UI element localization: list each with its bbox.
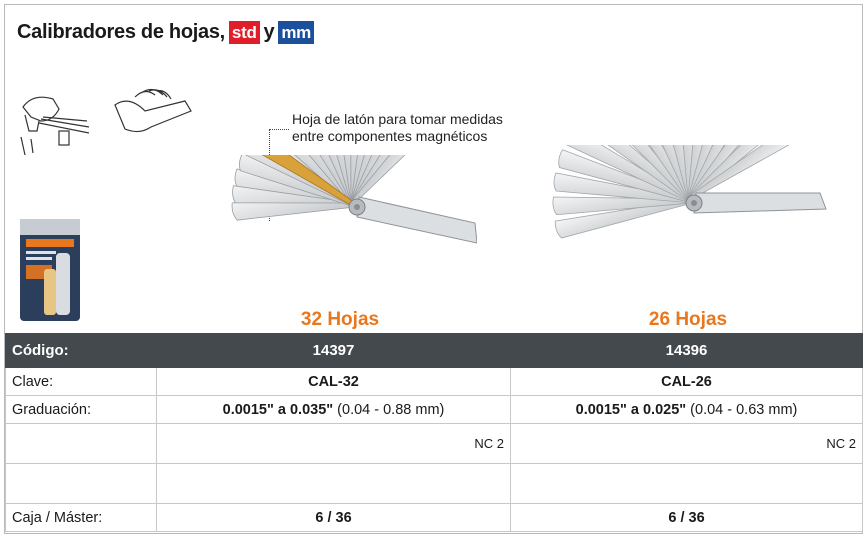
codigo-label: Código: xyxy=(5,333,157,368)
empty-cell xyxy=(5,463,157,504)
graduacion-label: Graduación: xyxy=(5,395,157,424)
clave-cal-26: CAL-26 xyxy=(510,367,863,396)
graduacion-cal-26: 0.0015" a 0.025" (0.04 - 0.63 mm) xyxy=(510,395,863,424)
caja-cal-26: 6 / 36 xyxy=(510,503,863,532)
callout-line-1: Hoja de latón para tomar medidas xyxy=(292,111,503,127)
graduacion-cal-26-mm: (0.04 - 0.63 mm) xyxy=(686,401,798,418)
graduacion-cal-32: 0.0015" a 0.035" (0.04 - 0.88 mm) xyxy=(156,395,511,424)
nc-cal-26: NC 2 xyxy=(510,423,863,464)
codigo-14396: 14396 xyxy=(510,333,863,368)
specifications-table: Código: 14397 14396 Clave: CAL-32 CAL-26… xyxy=(5,333,863,532)
blade-count-32: 32 Hojas xyxy=(300,309,380,330)
mm-badge: mm xyxy=(278,20,314,44)
graduacion-cal-26-inches: 0.0015" a 0.025" xyxy=(575,401,687,418)
feeler-gauge-fan-32 xyxy=(231,155,477,244)
nc-label-empty xyxy=(5,423,157,464)
graduacion-cal-32-inches: 0.0015" a 0.035" xyxy=(222,401,334,418)
page-title: Calibradores de hojas, std y mm xyxy=(17,19,314,45)
product-package xyxy=(20,219,80,321)
table-row-empty xyxy=(5,463,863,504)
table-row-caja: Caja / Máster: 6 / 36 6 / 36 xyxy=(5,503,863,532)
callout-line-2: entre componentes magnéticos xyxy=(292,128,488,144)
feeler-gauge-fan-26 xyxy=(552,145,827,239)
nc-cal-32: NC 2 xyxy=(156,423,511,464)
blade-count-26: 26 Hojas xyxy=(648,309,728,330)
table-row-graduacion: Graduación: 0.0015" a 0.035" (0.04 - 0.8… xyxy=(5,395,863,424)
clave-label: Clave: xyxy=(5,367,157,396)
caja-cal-32: 6 / 36 xyxy=(156,503,511,532)
std-badge: std xyxy=(228,20,260,44)
empty-cell xyxy=(510,463,863,504)
title-text: Calibradores de hojas, xyxy=(17,20,225,43)
title-connector: y xyxy=(263,20,275,43)
table-row-nc: NC 2 NC 2 xyxy=(5,423,863,464)
clave-cal-32: CAL-32 xyxy=(156,367,511,396)
table-row-clave: Clave: CAL-32 CAL-26 xyxy=(5,367,863,396)
product-sheet: Calibradores de hojas, std y mm Hoja de … xyxy=(4,4,863,534)
caja-label: Caja / Máster: xyxy=(5,503,157,532)
feeler-gauge-usage-illustration xyxy=(20,88,192,156)
graduacion-cal-32-mm: (0.04 - 0.88 mm) xyxy=(333,401,445,418)
brass-blade-callout: Hoja de latón para tomar medidas entre c… xyxy=(292,111,503,145)
table-header-row: Código: 14397 14396 xyxy=(5,333,863,368)
callout-leader-line-horizontal xyxy=(269,129,289,130)
empty-cell xyxy=(156,463,511,504)
codigo-14397: 14397 xyxy=(156,333,511,368)
